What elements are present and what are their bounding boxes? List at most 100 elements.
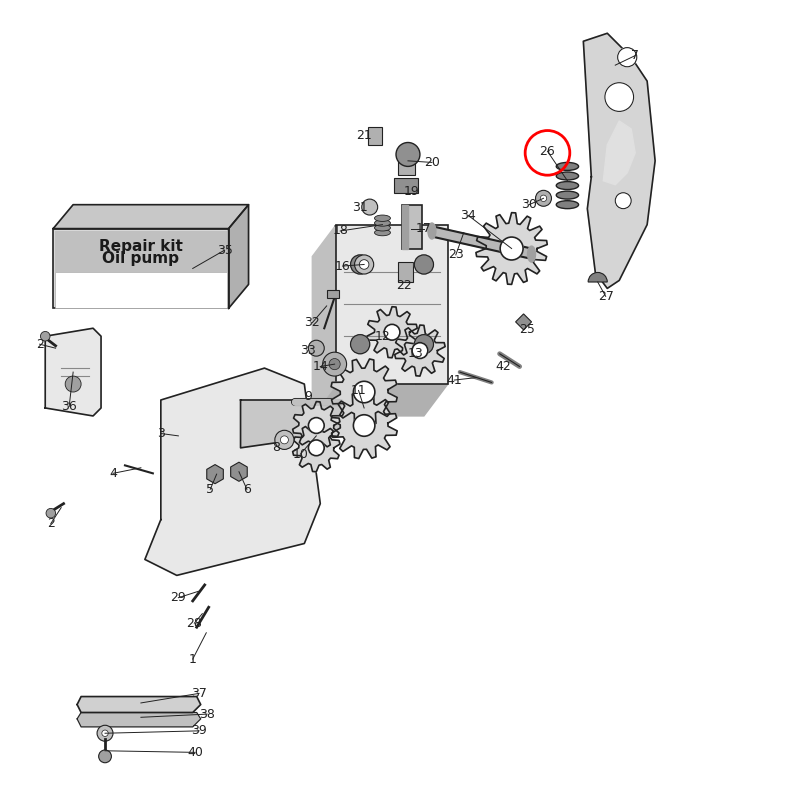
Circle shape [535,190,551,206]
Bar [398,262,413,282]
Polygon shape [46,328,101,416]
Text: 4: 4 [109,467,117,480]
Polygon shape [476,213,547,285]
Text: 14: 14 [313,360,328,373]
Circle shape [359,260,369,270]
Circle shape [308,418,324,434]
Text: 18: 18 [332,225,348,238]
Bar [402,205,422,249]
Text: 6: 6 [243,482,251,496]
Circle shape [322,352,346,376]
Circle shape [41,331,50,341]
Circle shape [615,193,631,209]
Ellipse shape [374,220,390,226]
Polygon shape [394,325,445,376]
Text: 40: 40 [187,746,203,759]
Text: 21: 21 [356,129,372,142]
Ellipse shape [556,162,578,170]
Polygon shape [77,697,201,713]
Text: 34: 34 [460,209,476,222]
Polygon shape [293,402,340,450]
Ellipse shape [556,172,578,180]
Polygon shape [367,306,418,358]
Bar [55,231,227,273]
Circle shape [354,382,375,402]
Polygon shape [241,400,352,448]
Polygon shape [312,384,448,416]
Text: 1: 1 [189,653,197,666]
Bar [55,273,227,308]
Circle shape [97,726,113,742]
Text: 10: 10 [293,448,308,461]
Circle shape [412,342,428,358]
Text: 23: 23 [448,249,464,262]
Circle shape [350,255,370,274]
Polygon shape [229,205,249,308]
Circle shape [354,414,375,436]
Text: 12: 12 [374,330,390,342]
Text: 8: 8 [273,442,281,454]
Text: 20: 20 [424,156,440,169]
Text: 22: 22 [396,279,412,293]
Ellipse shape [374,215,390,222]
Circle shape [281,436,288,444]
Text: Oil pump: Oil pump [102,251,179,266]
Text: 32: 32 [305,316,320,329]
Wedge shape [588,273,607,282]
Circle shape [65,376,81,392]
Text: 13: 13 [408,347,424,360]
Polygon shape [77,713,201,727]
Bar [368,127,382,145]
Polygon shape [331,393,397,458]
Ellipse shape [556,182,578,190]
Circle shape [354,255,374,274]
Text: 5: 5 [206,482,214,496]
Text: 28: 28 [186,617,202,630]
Text: 30: 30 [522,198,537,211]
Ellipse shape [428,223,436,239]
Circle shape [46,509,55,518]
Text: 25: 25 [520,323,535,336]
Circle shape [414,334,434,354]
Circle shape [102,730,108,737]
Ellipse shape [374,230,390,236]
Circle shape [384,324,400,340]
Text: 37: 37 [191,687,207,700]
Polygon shape [312,225,336,416]
Circle shape [275,430,294,450]
Text: 29: 29 [170,591,186,604]
Text: 36: 36 [62,400,77,413]
Text: 31: 31 [352,201,368,214]
Text: 2: 2 [36,338,43,350]
Text: 11: 11 [350,384,366,397]
Polygon shape [402,205,408,249]
Circle shape [329,358,340,370]
Circle shape [98,750,111,762]
Ellipse shape [556,191,578,199]
Bar [54,229,229,308]
Circle shape [308,340,324,356]
Bar [398,159,415,175]
Polygon shape [145,368,320,575]
Circle shape [605,82,634,111]
Bar [326,290,338,298]
Polygon shape [331,359,397,425]
Text: 33: 33 [301,344,316,357]
Text: 27: 27 [598,290,614,303]
Circle shape [618,48,637,66]
Circle shape [396,142,420,166]
Text: 38: 38 [199,708,215,721]
Circle shape [500,237,523,260]
Text: 3: 3 [157,427,165,440]
Polygon shape [54,205,249,229]
Ellipse shape [527,246,535,262]
Circle shape [414,255,434,274]
Bar [394,178,418,193]
Polygon shape [583,34,655,288]
Circle shape [308,440,324,456]
Polygon shape [432,226,531,259]
Text: Repair kit: Repair kit [99,238,183,254]
Circle shape [350,334,370,354]
Text: 35: 35 [217,244,233,257]
Ellipse shape [374,225,390,231]
